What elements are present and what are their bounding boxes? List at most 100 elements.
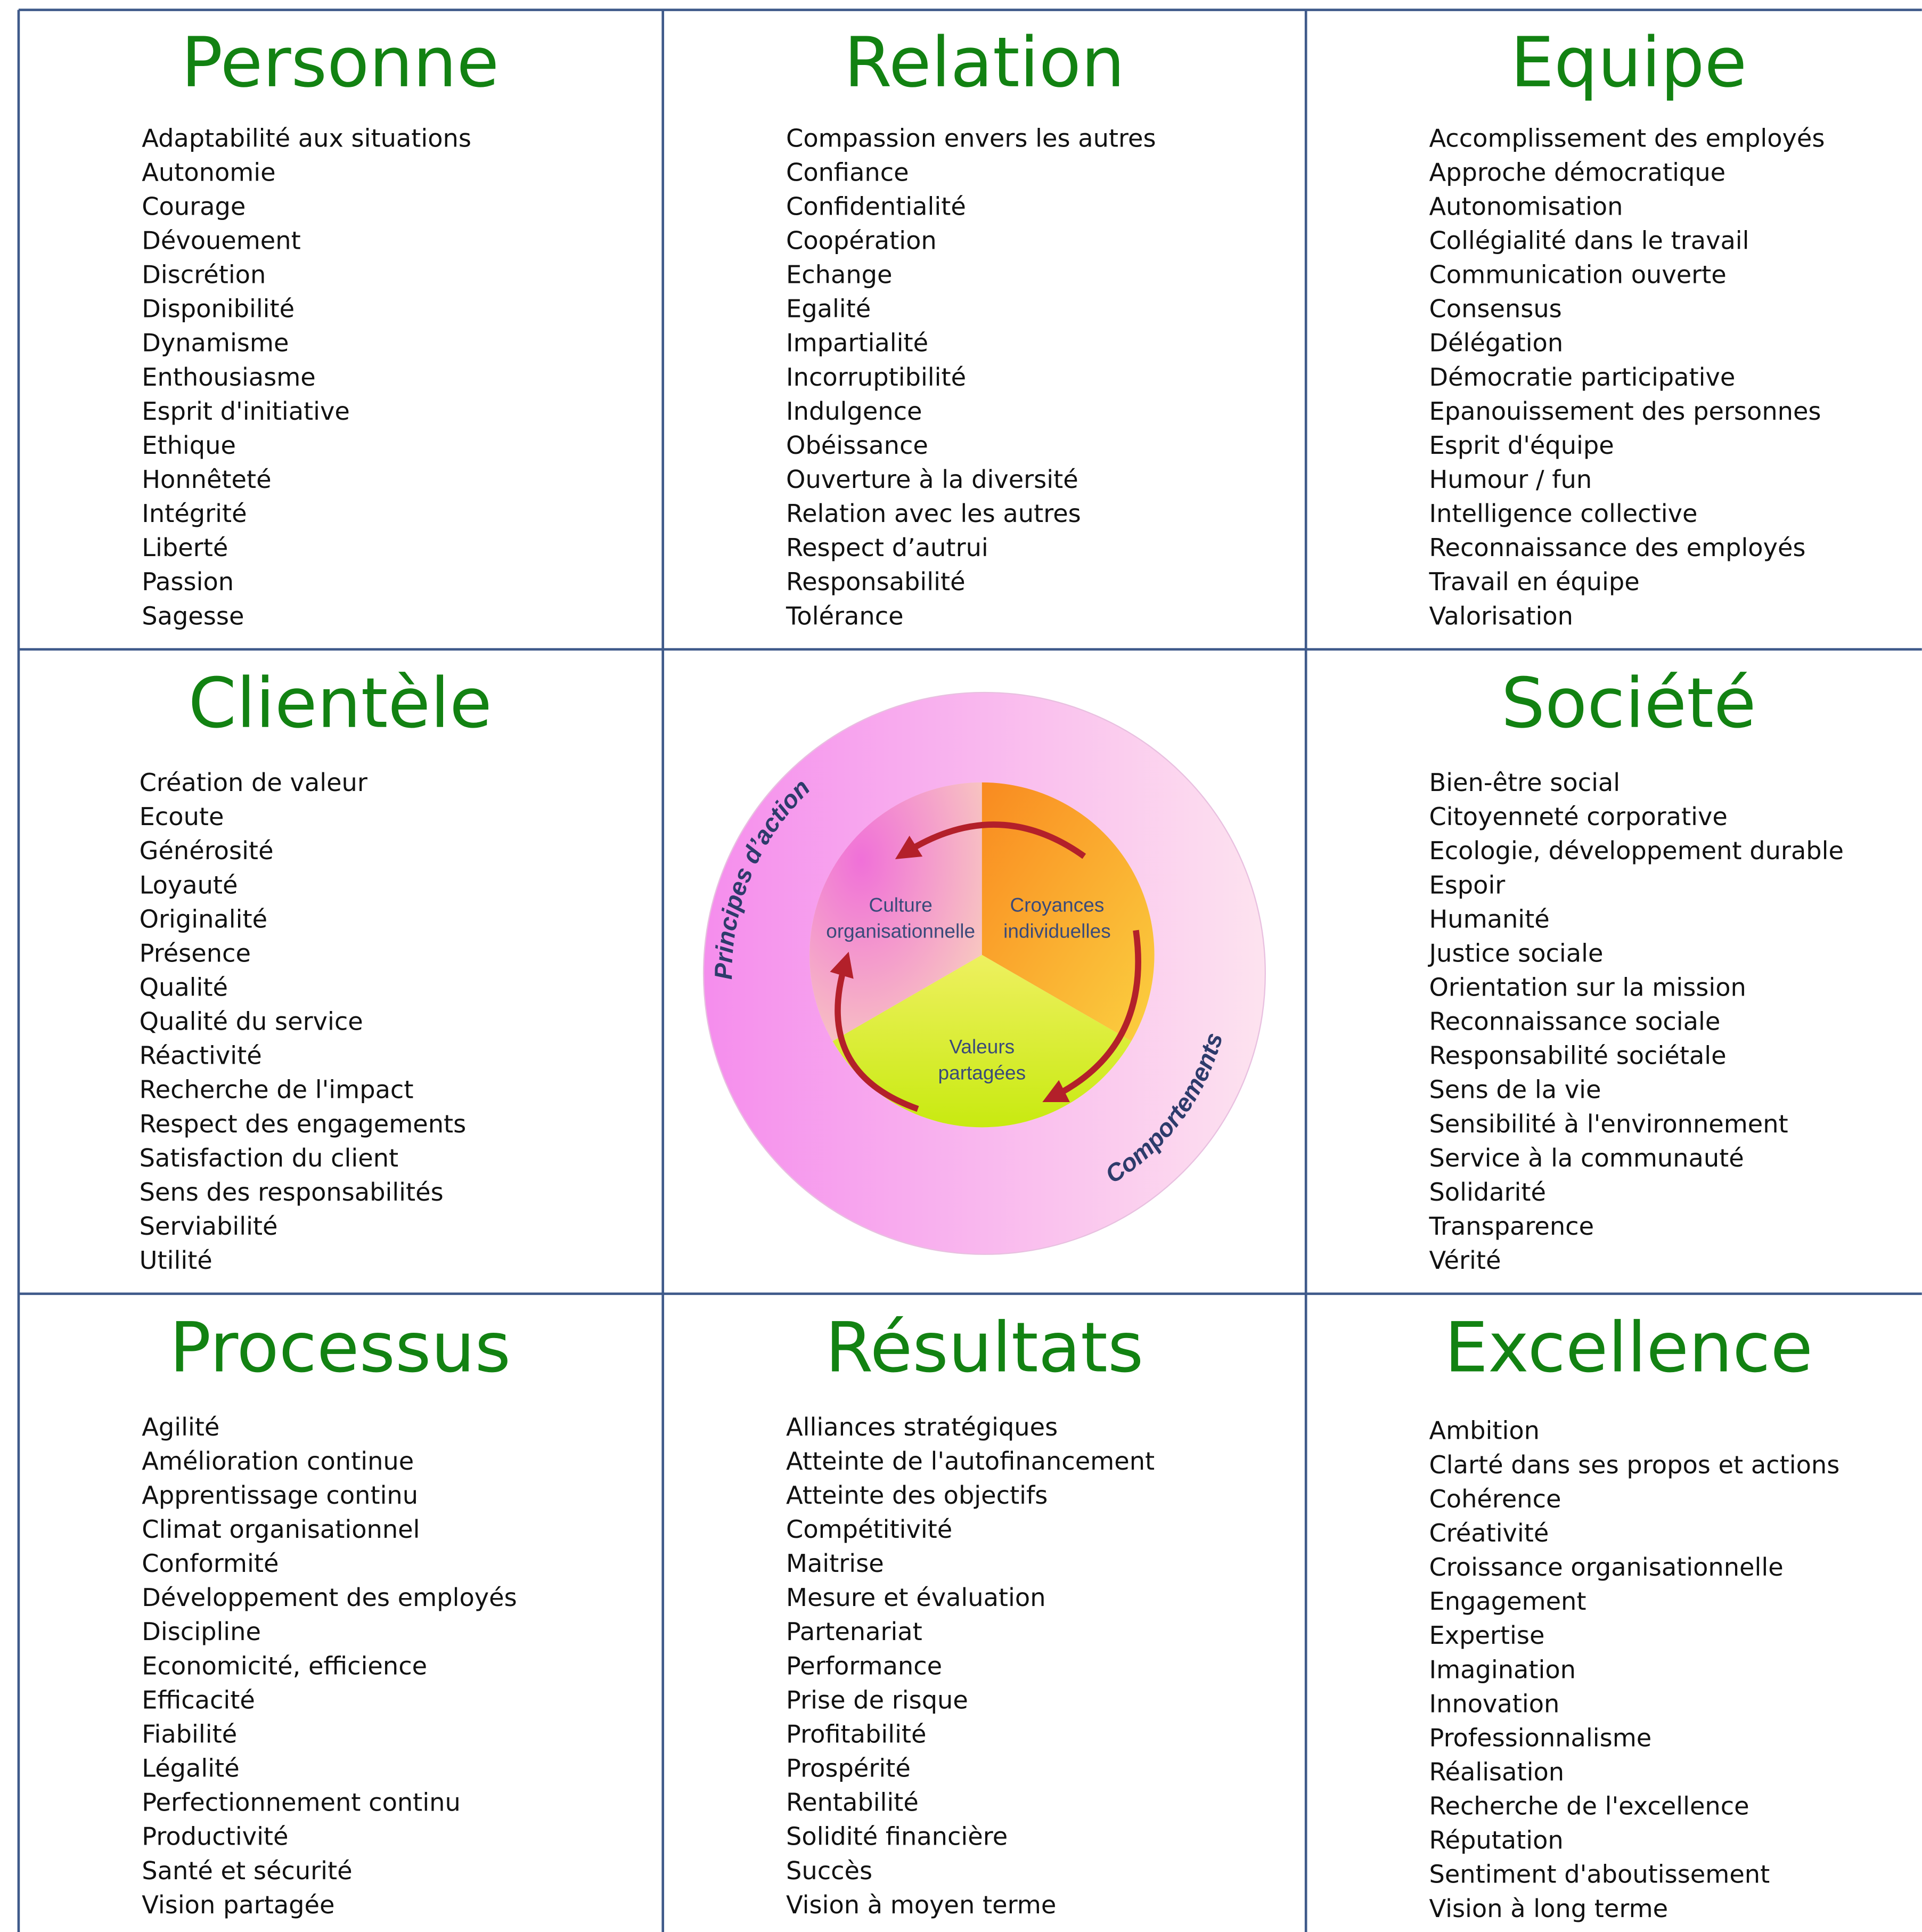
- value-item: Dévouement: [142, 226, 300, 255]
- cell-title: Résultats: [825, 1308, 1144, 1388]
- cell-title: Personne: [181, 22, 499, 103]
- value-item: Ecoute: [140, 802, 224, 831]
- value-item: Imagination: [1429, 1655, 1576, 1684]
- value-item: Collégialité dans le travail: [1429, 226, 1749, 255]
- value-item: Vision à long terme: [1429, 1894, 1668, 1923]
- cell-title: Clientèle: [189, 663, 492, 744]
- arrow: [830, 951, 919, 1112]
- value-item: Maitrise: [786, 1549, 884, 1578]
- value-item: Agilité: [142, 1413, 219, 1441]
- cell-title: Excellence: [1444, 1308, 1813, 1388]
- value-item: Sentiment d'aboutissement: [1429, 1860, 1770, 1889]
- cell-title: Processus: [169, 1308, 511, 1388]
- value-item: Ouverture à la diversité: [786, 465, 1078, 494]
- value-item: Croissance organisationnelle: [1429, 1553, 1783, 1582]
- value-item: Développement des employés: [142, 1583, 517, 1612]
- value-item: Disponibilité: [142, 295, 295, 323]
- value-item: Réactivité: [140, 1041, 262, 1070]
- value-item: Liberté: [142, 533, 228, 562]
- value-item: Humour / fun: [1429, 465, 1592, 494]
- value-item: Respect des engagements: [140, 1110, 467, 1138]
- value-item: Intelligence collective: [1429, 499, 1697, 528]
- value-item: Accomplissement des employés: [1429, 124, 1825, 152]
- value-item: Transparence: [1428, 1212, 1594, 1241]
- value-item: Fiabilité: [142, 1719, 237, 1748]
- cell-title: Société: [1501, 663, 1756, 744]
- value-item: Epanouissement des personnes: [1429, 397, 1821, 426]
- value-item: Coopération: [786, 226, 937, 255]
- value-item: Sagesse: [142, 601, 244, 630]
- value-item: Prospérité: [786, 1754, 911, 1783]
- value-item: Discrétion: [142, 260, 266, 289]
- value-item: Vision partagée: [142, 1890, 334, 1919]
- value-item: Recherche de l'excellence: [1429, 1792, 1749, 1821]
- value-item: Qualité du service: [140, 1007, 363, 1036]
- value-item: Impartialité: [786, 329, 928, 357]
- value-item: Echange: [786, 260, 892, 289]
- value-item: Intégrité: [142, 499, 247, 528]
- value-item: Obéissance: [786, 431, 928, 460]
- value-item: Atteinte de l'autofinancement: [786, 1447, 1155, 1476]
- value-item: Présence: [140, 939, 251, 967]
- value-item: Communication ouverte: [1429, 260, 1726, 289]
- value-item: Courage: [142, 192, 246, 221]
- value-item: Orientation sur la mission: [1429, 973, 1746, 1001]
- value-item: Responsabilité sociétale: [1429, 1041, 1726, 1070]
- value-item: Passion: [142, 567, 234, 596]
- value-item: Sens de la vie: [1429, 1075, 1601, 1104]
- value-item: Consensus: [1429, 295, 1561, 323]
- value-item: Responsabilité: [786, 567, 966, 596]
- value-item: Approche démocratique: [1429, 158, 1725, 186]
- arrow: [895, 821, 1086, 859]
- value-item: Clarté dans ses propos et actions: [1429, 1450, 1839, 1479]
- value-item: Relation avec les autres: [786, 499, 1081, 528]
- value-item: Sensibilité à l'environnement: [1429, 1110, 1788, 1138]
- value-item: Alliances stratégiques: [786, 1413, 1058, 1441]
- value-item: Vision à moyen terme: [786, 1890, 1056, 1919]
- segment-label: Valeurs: [949, 1036, 1015, 1058]
- value-item: Ethique: [142, 431, 236, 460]
- value-item: Honnêteté: [142, 465, 271, 494]
- value-item: Réalisation: [1429, 1757, 1564, 1786]
- value-item: Générosité: [140, 836, 274, 865]
- cell-title: Equipe: [1510, 22, 1747, 103]
- value-item: Egalité: [786, 295, 871, 323]
- value-item: Ambition: [1429, 1416, 1539, 1445]
- segment-label: individuelles: [1003, 919, 1111, 942]
- value-item: Délégation: [1429, 329, 1563, 357]
- value-item: Valorisation: [1429, 601, 1573, 630]
- value-item: Esprit d'initiative: [142, 397, 350, 426]
- value-item: Bien-être social: [1429, 768, 1620, 797]
- value-item: Discipline: [142, 1617, 261, 1646]
- value-item: Indulgence: [786, 397, 922, 426]
- value-item: Compétitivité: [786, 1515, 952, 1544]
- value-item: Mesure et évaluation: [786, 1583, 1045, 1612]
- value-item: Solidarité: [1429, 1178, 1546, 1207]
- value-item: Reconnaissance sociale: [1429, 1007, 1720, 1036]
- cell-title: Relation: [844, 22, 1125, 103]
- value-item: Professionnalisme: [1429, 1723, 1651, 1752]
- value-item: Prise de risque: [786, 1685, 968, 1714]
- value-item: Climat organisationnel: [142, 1515, 420, 1544]
- value-item: Autonomie: [142, 158, 275, 186]
- value-item: Recherche de l'impact: [140, 1075, 414, 1104]
- value-item: Performance: [786, 1651, 942, 1680]
- value-item: Solidité financière: [786, 1822, 1008, 1851]
- value-item: Créativité: [1429, 1519, 1549, 1547]
- segment-label: organisationnelle: [826, 919, 975, 942]
- value-item: Engagement: [1429, 1587, 1586, 1616]
- value-item: Perfectionnement continu: [142, 1788, 461, 1817]
- value-item: Originalité: [140, 904, 267, 933]
- segment-label: Croyances: [1010, 894, 1104, 916]
- arrow: [1042, 930, 1141, 1103]
- value-item: Autonomisation: [1429, 192, 1623, 221]
- value-item: Sens des responsabilités: [140, 1178, 444, 1207]
- value-item: Enthousiasme: [142, 363, 315, 392]
- value-item: Esprit d'équipe: [1429, 431, 1614, 460]
- value-item: Incorruptibilité: [786, 363, 966, 392]
- value-item: Création de valeur: [140, 768, 368, 797]
- value-item: Confiance: [786, 158, 909, 186]
- value-item: Reconnaissance des employés: [1429, 533, 1805, 562]
- value-item: Loyauté: [140, 870, 238, 899]
